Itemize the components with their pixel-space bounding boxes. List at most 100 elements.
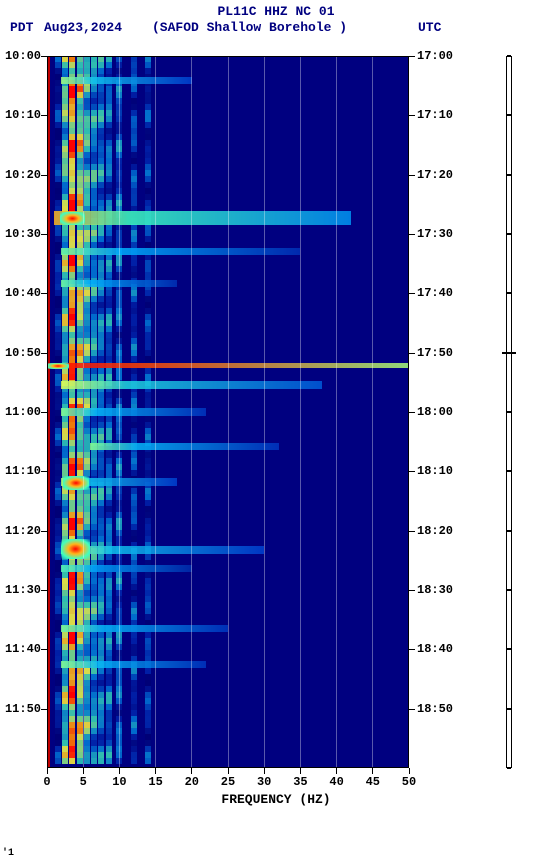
side-strip-tick	[507, 648, 511, 650]
y-tick-label-left: 11:20	[1, 524, 41, 538]
spectrogram-event	[61, 565, 191, 572]
right-side-strip	[506, 56, 512, 768]
y-tick-label-right: 17:00	[417, 49, 467, 63]
x-tick	[336, 768, 337, 774]
side-strip-tick	[507, 530, 511, 532]
side-strip-major-mark	[502, 352, 516, 354]
x-tick	[372, 768, 373, 774]
y-tick-left	[41, 234, 47, 235]
x-tick-label: 15	[141, 775, 171, 789]
y-tick-right	[409, 412, 415, 413]
y-tick-label-left: 11:00	[1, 405, 41, 419]
spectrogram-hot-blob	[47, 363, 69, 369]
y-tick-right	[409, 649, 415, 650]
y-tick-left	[41, 471, 47, 472]
y-tick-label-right: 18:30	[417, 583, 467, 597]
gridline-vertical	[228, 56, 229, 768]
gridline-vertical	[300, 56, 301, 768]
side-strip-tick	[507, 233, 511, 235]
x-tick-label: 5	[68, 775, 98, 789]
spectrogram-event	[61, 77, 191, 84]
spectrogram-event	[54, 211, 351, 225]
y-tick-label-left: 10:20	[1, 168, 41, 182]
y-tick-left	[41, 590, 47, 591]
y-tick-label-right: 17:20	[417, 168, 467, 182]
side-strip-tick	[507, 174, 511, 176]
side-strip-tick	[507, 292, 511, 294]
y-tick-label-right: 17:10	[417, 108, 467, 122]
spectrogram-column	[55, 56, 61, 768]
side-strip-tick	[507, 55, 511, 57]
x-tick	[191, 768, 192, 774]
y-tick-label-left: 10:40	[1, 286, 41, 300]
x-tick	[83, 768, 84, 774]
gridline-vertical	[336, 56, 337, 768]
gridline-vertical	[372, 56, 373, 768]
gridline-vertical	[155, 56, 156, 768]
y-tick-label-right: 18:40	[417, 642, 467, 656]
y-tick-label-left: 10:50	[1, 346, 41, 360]
y-tick-left	[41, 175, 47, 176]
hdr-station: (SAFOD Shallow Borehole )	[152, 20, 347, 35]
hdr-tz-left: PDT	[10, 20, 33, 35]
side-strip-tick	[507, 708, 511, 710]
spectrogram-event	[61, 546, 264, 555]
y-tick-left	[41, 115, 47, 116]
y-tick-label-left: 11:50	[1, 702, 41, 716]
x-tick-label: 45	[358, 775, 388, 789]
x-tick	[47, 768, 48, 774]
gridline-vertical	[83, 56, 84, 768]
y-tick-left	[41, 56, 47, 57]
x-tick-label: 0	[32, 775, 62, 789]
left-red-edge	[47, 56, 50, 768]
y-tick-right	[409, 590, 415, 591]
y-tick-label-left: 11:40	[1, 642, 41, 656]
side-strip-tick	[507, 114, 511, 116]
side-strip-tick	[507, 767, 511, 769]
x-tick	[228, 768, 229, 774]
spectrogram-hot-blob	[61, 539, 90, 559]
hdr-date: Aug23,2024	[44, 20, 122, 35]
x-tick-label: 10	[104, 775, 134, 789]
y-tick-label-right: 18:20	[417, 524, 467, 538]
y-tick-label-right: 17:50	[417, 346, 467, 360]
x-tick-label: 30	[249, 775, 279, 789]
y-tick-left	[41, 412, 47, 413]
hdr-tz-right: UTC	[418, 20, 441, 35]
y-tick-right	[409, 175, 415, 176]
y-tick-label-left: 11:30	[1, 583, 41, 597]
y-tick-right	[409, 531, 415, 532]
x-tick	[409, 768, 410, 774]
y-tick-label-right: 18:00	[417, 405, 467, 419]
y-tick-left	[41, 531, 47, 532]
x-tick	[300, 768, 301, 774]
y-tick-label-right: 18:10	[417, 464, 467, 478]
y-tick-right	[409, 293, 415, 294]
x-tick-label: 25	[213, 775, 243, 789]
y-tick-left	[41, 353, 47, 354]
spectrogram-hot-blob	[63, 476, 88, 490]
y-tick-left	[41, 709, 47, 710]
y-tick-right	[409, 115, 415, 116]
x-tick-label: 50	[394, 775, 424, 789]
y-tick-label-left: 10:00	[1, 49, 41, 63]
side-strip-tick	[507, 470, 511, 472]
y-tick-left	[41, 649, 47, 650]
y-tick-right	[409, 234, 415, 235]
corner-mark: '1	[2, 848, 14, 859]
y-tick-right	[409, 56, 415, 57]
y-tick-right	[409, 353, 415, 354]
y-tick-label-left: 11:10	[1, 464, 41, 478]
x-tick	[264, 768, 265, 774]
gridline-vertical	[264, 56, 265, 768]
y-tick-label-right: 17:30	[417, 227, 467, 241]
title-line-1: PL11C HHZ NC 01	[0, 4, 552, 19]
page-root: PL11C HHZ NC 01 PDT Aug23,2024 (SAFOD Sh…	[0, 0, 552, 864]
spectrogram-hot-blob	[60, 212, 85, 225]
gridline-vertical	[119, 56, 120, 768]
x-axis-title: FREQUENCY (HZ)	[0, 792, 552, 807]
y-tick-label-right: 17:40	[417, 286, 467, 300]
side-strip-tick	[507, 411, 511, 413]
y-tick-label-left: 10:30	[1, 227, 41, 241]
gridline-vertical	[191, 56, 192, 768]
